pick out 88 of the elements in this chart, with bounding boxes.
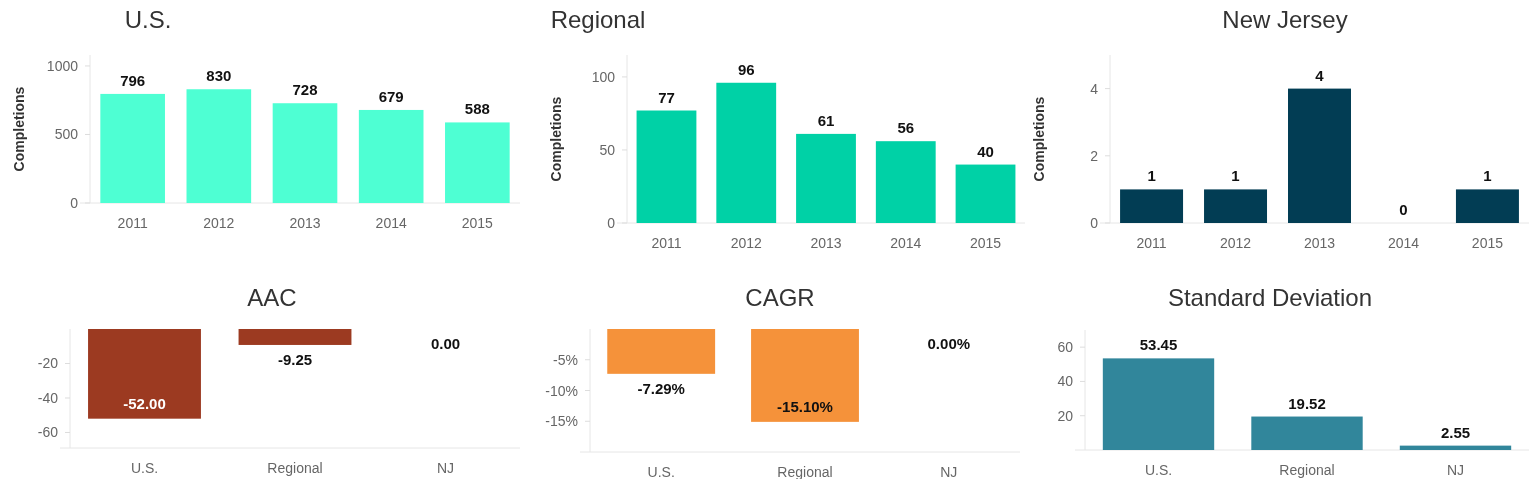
data-label: 4 (1315, 66, 1325, 84)
x-tick-label: 2015 (461, 215, 494, 231)
data-label: 679 (378, 87, 404, 105)
chart-title: Regional (550, 6, 646, 33)
data-label: 2.55 (1440, 423, 1471, 441)
x-tick-label: NJ (1446, 462, 1465, 478)
bar (272, 103, 338, 203)
data-label: -15.10% (777, 397, 833, 415)
data-label: 0.00% (927, 335, 971, 352)
data-label: 1 (1147, 167, 1156, 185)
x-tick-label: 2012 (730, 235, 763, 251)
y-tick-label: 40 (1057, 373, 1074, 390)
x-tick-label: 2014 (1387, 235, 1420, 251)
chart-title: U.S. (124, 6, 172, 33)
x-tick-label: 2011 (117, 215, 148, 231)
x-tick-label: 2012 (1219, 235, 1252, 251)
data-label: 61 (817, 111, 835, 129)
data-label: -9.25 (277, 350, 313, 368)
x-tick-label: NJ (436, 460, 455, 476)
x-tick-label: 2015 (969, 235, 1002, 251)
x-tick-label: 2014 (890, 235, 922, 251)
data-label: 96 (737, 60, 755, 78)
y-tick-label: 0 (607, 215, 616, 231)
y-tick-label: -5% (553, 351, 578, 368)
data-label: 796 (120, 71, 146, 89)
bar (796, 133, 856, 223)
data-label: 0.00 (430, 335, 461, 352)
y-tick-label: 500 (54, 126, 79, 143)
y-tick-label: 1000 (46, 57, 79, 74)
bar (875, 141, 936, 223)
data-label: 56 (897, 119, 915, 137)
y-tick-label: 100 (591, 68, 616, 85)
x-tick-label: NJ (940, 464, 958, 479)
data-label: 728 (292, 81, 318, 99)
x-tick-label: Regional (1279, 462, 1335, 478)
chart-title: AAC (247, 284, 297, 311)
y-tick-label: 2 (1090, 147, 1099, 164)
bar (1399, 445, 1512, 450)
x-tick-label: 2012 (203, 215, 235, 231)
y-tick-label: 4 (1090, 80, 1099, 97)
chart-title: CAGR (745, 284, 815, 311)
data-label: 1 (1483, 167, 1492, 185)
chart-title: Standard Deviation (1167, 284, 1373, 311)
data-label: -52.00 (123, 394, 166, 412)
data-label: 1 (1231, 167, 1240, 185)
y-tick-label: 0 (70, 195, 79, 211)
x-tick-label: 2013 (289, 215, 321, 231)
data-label: 19.52 (1288, 394, 1326, 412)
y-tick-label: 20 (1057, 407, 1074, 424)
data-label: 588 (464, 100, 490, 118)
y-tick-label: 60 (1057, 339, 1074, 356)
data-label: 53.45 (1139, 336, 1178, 354)
x-tick-label: Regional (267, 460, 323, 476)
x-tick-label: Regional (777, 464, 833, 479)
bar (100, 93, 165, 203)
x-tick-label: 2015 (1471, 235, 1504, 251)
x-tick-label: 2013 (810, 235, 842, 251)
x-tick-label: 2013 (1303, 235, 1336, 251)
y-tick-label: 50 (599, 141, 616, 158)
data-label: 77 (658, 88, 675, 106)
data-label: -7.29% (637, 379, 685, 397)
bar (1102, 358, 1215, 450)
y-axis-title: Completions (548, 96, 564, 182)
y-axis-title: Completions (1031, 96, 1047, 182)
bar (716, 82, 777, 223)
y-tick-label: -15% (545, 413, 578, 430)
data-label: 0 (1399, 201, 1408, 218)
x-tick-label: U.S. (1144, 462, 1173, 478)
y-tick-label: -20 (37, 355, 59, 372)
bar (186, 89, 252, 203)
x-tick-label: 2014 (375, 215, 407, 231)
y-axis-title: Completions (11, 86, 27, 172)
bar (955, 164, 1016, 223)
bar (445, 122, 510, 203)
x-tick-label: U.S. (647, 464, 675, 479)
y-tick-label: 0 (1090, 215, 1099, 231)
bar (636, 110, 697, 223)
x-tick-label: 2011 (1136, 235, 1167, 251)
data-label: 830 (206, 67, 232, 85)
bar (1251, 416, 1363, 450)
chart-title: New Jersey (1222, 6, 1348, 33)
y-tick-label: -60 (37, 424, 59, 441)
data-label: 40 (977, 142, 994, 160)
y-tick-label: -10% (545, 382, 578, 399)
bar (358, 109, 424, 203)
y-tick-label: -40 (37, 389, 59, 406)
x-tick-label: U.S. (130, 460, 159, 476)
x-tick-label: 2011 (651, 235, 682, 251)
